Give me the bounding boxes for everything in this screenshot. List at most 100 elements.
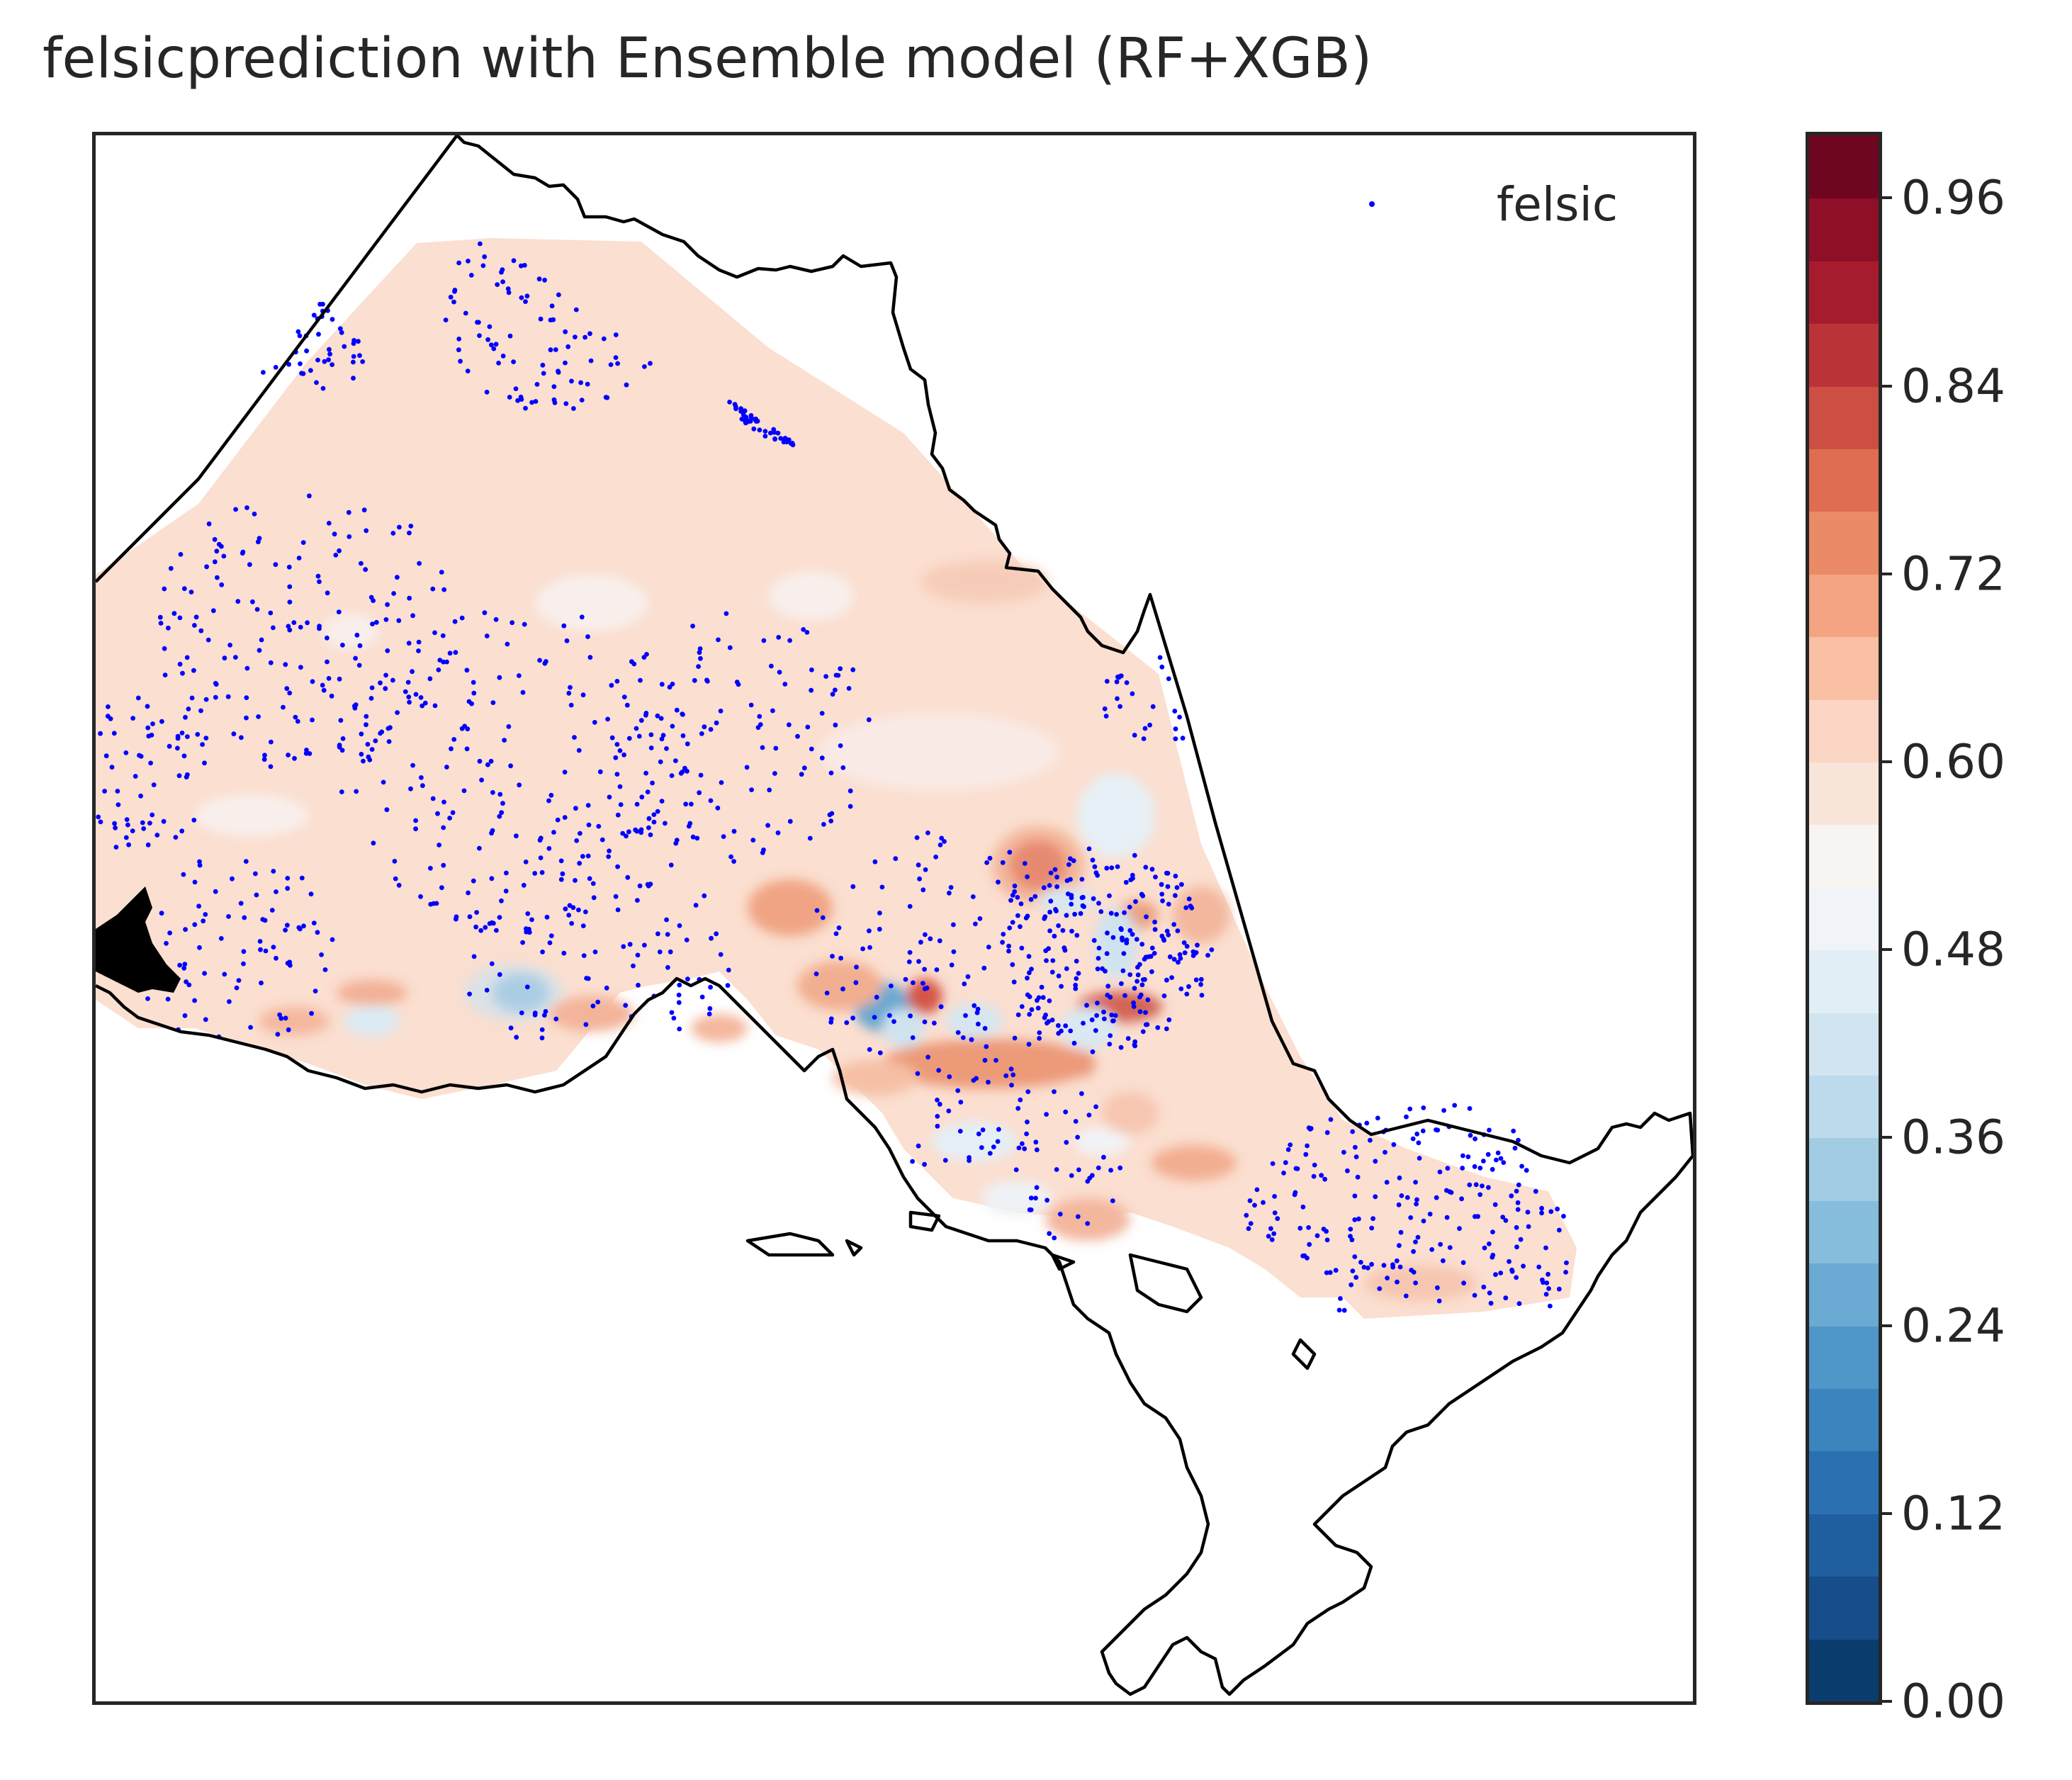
colorbar — [1806, 132, 1882, 1705]
felsic-point — [296, 925, 302, 930]
colorbar-segment — [1809, 824, 1879, 888]
felsic-point — [1052, 933, 1057, 939]
felsic-point — [1003, 1073, 1009, 1078]
felsic-point — [182, 962, 188, 967]
felsic-point — [586, 822, 592, 828]
felsic-point — [579, 398, 585, 402]
felsic-point — [605, 716, 610, 722]
felsic-point — [1047, 928, 1052, 933]
felsic-point — [198, 708, 203, 714]
felsic-point — [416, 648, 421, 653]
felsic-point — [1413, 1180, 1418, 1185]
felsic-point — [359, 561, 364, 566]
felsic-point — [1385, 1275, 1390, 1280]
felsic-point — [946, 1108, 952, 1114]
felsic-point — [639, 794, 645, 800]
felsic-point — [1328, 1117, 1334, 1122]
felsic-point — [186, 982, 192, 988]
felsic-point — [484, 390, 490, 395]
felsic-point — [597, 769, 603, 774]
felsic-point — [505, 641, 510, 647]
felsic-point — [587, 876, 592, 881]
felsic-point — [1420, 1128, 1426, 1134]
felsic-point — [925, 830, 930, 835]
colorbar-tick-mark — [1882, 760, 1892, 763]
felsic-point — [1174, 885, 1180, 890]
felsic-point — [668, 862, 674, 868]
colorbar-segment — [1809, 1200, 1879, 1264]
felsic-point — [525, 911, 531, 916]
felsic-point — [1049, 969, 1055, 975]
felsic-point — [541, 371, 546, 376]
felsic-point — [1461, 1280, 1466, 1286]
felsic-point — [168, 565, 174, 571]
felsic-point — [150, 812, 155, 818]
felsic-point — [1358, 1260, 1363, 1265]
felsic-point — [1008, 898, 1013, 903]
felsic-point — [273, 562, 278, 568]
felsic-point — [621, 944, 626, 950]
felsic-point — [743, 420, 748, 426]
colorbar-tick-label: 0.60 — [1901, 734, 2005, 789]
felsic-point — [1373, 1159, 1378, 1164]
felsic-point — [1512, 1145, 1518, 1151]
felsic-point — [1435, 1127, 1441, 1133]
felsic-point — [715, 805, 721, 811]
felsic-point — [1441, 1108, 1446, 1113]
felsic-point — [500, 354, 506, 359]
felsic-point — [196, 903, 201, 909]
felsic-point — [1049, 1018, 1055, 1023]
felsic-point — [1338, 1296, 1343, 1301]
colorbar-segment — [1809, 1638, 1879, 1701]
felsic-point — [1037, 1030, 1042, 1035]
felsic-point — [563, 360, 568, 366]
felsic-point — [742, 408, 748, 414]
felsic-point — [1110, 1018, 1115, 1024]
felsic-point — [866, 717, 872, 723]
felsic-point — [285, 923, 290, 928]
felsic-point — [1413, 1239, 1418, 1244]
felsic-point — [1047, 998, 1052, 1003]
felsic-point — [517, 782, 522, 788]
felsic-point — [634, 801, 640, 807]
felsic-point — [1122, 993, 1127, 998]
felsic-point — [192, 879, 198, 885]
felsic-point — [222, 655, 227, 661]
felsic-point — [949, 962, 955, 968]
felsic-point — [213, 889, 218, 894]
felsic-point — [308, 891, 314, 897]
felsic-point — [441, 659, 446, 665]
felsic-point — [663, 821, 668, 826]
felsic-point — [951, 922, 956, 928]
felsic-point — [1312, 1162, 1317, 1168]
felsic-point — [714, 931, 719, 937]
felsic-point — [449, 746, 454, 752]
felsic-point — [1109, 865, 1115, 870]
felsic-point — [537, 658, 542, 663]
felsic-point — [659, 682, 665, 687]
felsic-point — [625, 874, 631, 880]
felsic-point — [604, 985, 609, 991]
felsic-point — [984, 860, 989, 865]
felsic-point — [507, 395, 512, 400]
felsic-point — [685, 741, 690, 747]
felsic-point — [330, 317, 335, 322]
felsic-point — [604, 395, 610, 400]
felsic-point — [133, 774, 138, 779]
felsic-point — [317, 579, 322, 585]
felsic-point — [749, 787, 754, 792]
felsic-point — [482, 254, 488, 259]
felsic-point — [419, 775, 424, 780]
felsic-point — [758, 722, 763, 727]
felsic-point — [1322, 1176, 1327, 1182]
felsic-point — [1268, 1226, 1273, 1232]
felsic-point — [1015, 1012, 1021, 1018]
felsic-point — [291, 620, 297, 625]
felsic-point — [915, 1071, 920, 1076]
felsic-point — [477, 845, 482, 851]
felsic-point — [1102, 706, 1108, 711]
felsic-point — [1352, 1217, 1358, 1222]
felsic-point — [1539, 1205, 1544, 1211]
felsic-point — [417, 561, 422, 566]
felsic-point — [285, 960, 291, 966]
